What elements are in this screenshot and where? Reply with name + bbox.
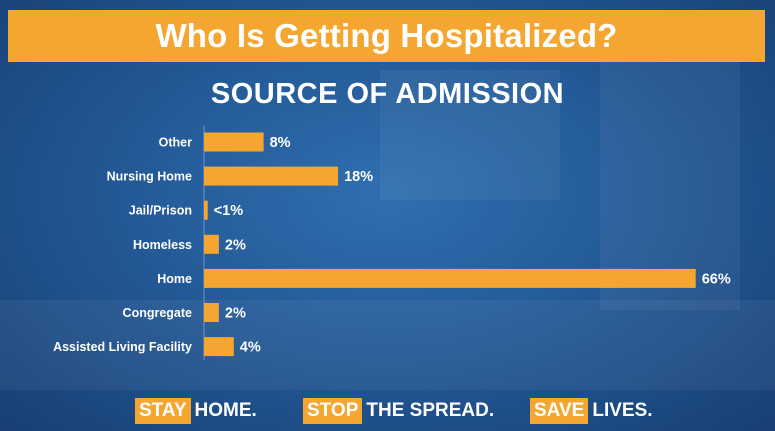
bar-congregate <box>204 303 219 322</box>
value-label-nursing-home: 18% <box>344 169 373 185</box>
footer-item-save: SAVE LIVES. <box>530 398 653 424</box>
page-title: Who Is Getting Hospitalized? <box>155 17 618 54</box>
category-label-homeless: Homeless <box>133 238 192 252</box>
category-label-home: Home <box>157 272 192 286</box>
bar-homeless <box>204 234 219 254</box>
background-curtain <box>600 60 740 310</box>
category-label-assisted-living-facility: Assisted Living Facility <box>53 340 192 354</box>
bar-other <box>204 132 264 152</box>
value-label-jail-prison: <1% <box>214 203 244 219</box>
background-floor <box>0 300 775 390</box>
bar-jail-prison <box>204 200 208 220</box>
footer-item-stay: STAY HOME. <box>135 398 257 424</box>
footer-highlight-stop: STOP <box>303 398 363 424</box>
footer-text-stop: THE SPREAD. <box>366 400 495 421</box>
footer-highlight-save: SAVE <box>530 398 589 424</box>
footer-item-stop: STOP THE SPREAD. <box>303 398 494 424</box>
bar-assisted-living-facility <box>204 337 234 357</box>
value-label-home: 66% <box>702 271 731 287</box>
value-label-homeless: 2% <box>225 237 246 253</box>
footer-highlight-stay: STAY <box>135 398 191 424</box>
category-label-other: Other <box>159 136 192 150</box>
value-label-assisted-living-facility: 4% <box>240 340 261 356</box>
footer-text-save: LIVES. <box>592 400 653 421</box>
bar-home <box>204 268 696 288</box>
category-label-congregate: Congregate <box>123 306 193 320</box>
footer-text-stay: HOME. <box>194 400 257 421</box>
value-label-congregate: 2% <box>225 306 246 322</box>
value-label-other: 8% <box>270 135 291 151</box>
background-window <box>380 70 560 200</box>
bar-nursing-home <box>204 166 339 186</box>
chart-title: SOURCE OF ADMISSION <box>210 78 565 110</box>
title-banner: Who Is Getting Hospitalized? <box>8 10 765 62</box>
category-label-nursing-home: Nursing Home <box>107 170 192 184</box>
category-label-jail-prison: Jail/Prison <box>129 204 192 218</box>
